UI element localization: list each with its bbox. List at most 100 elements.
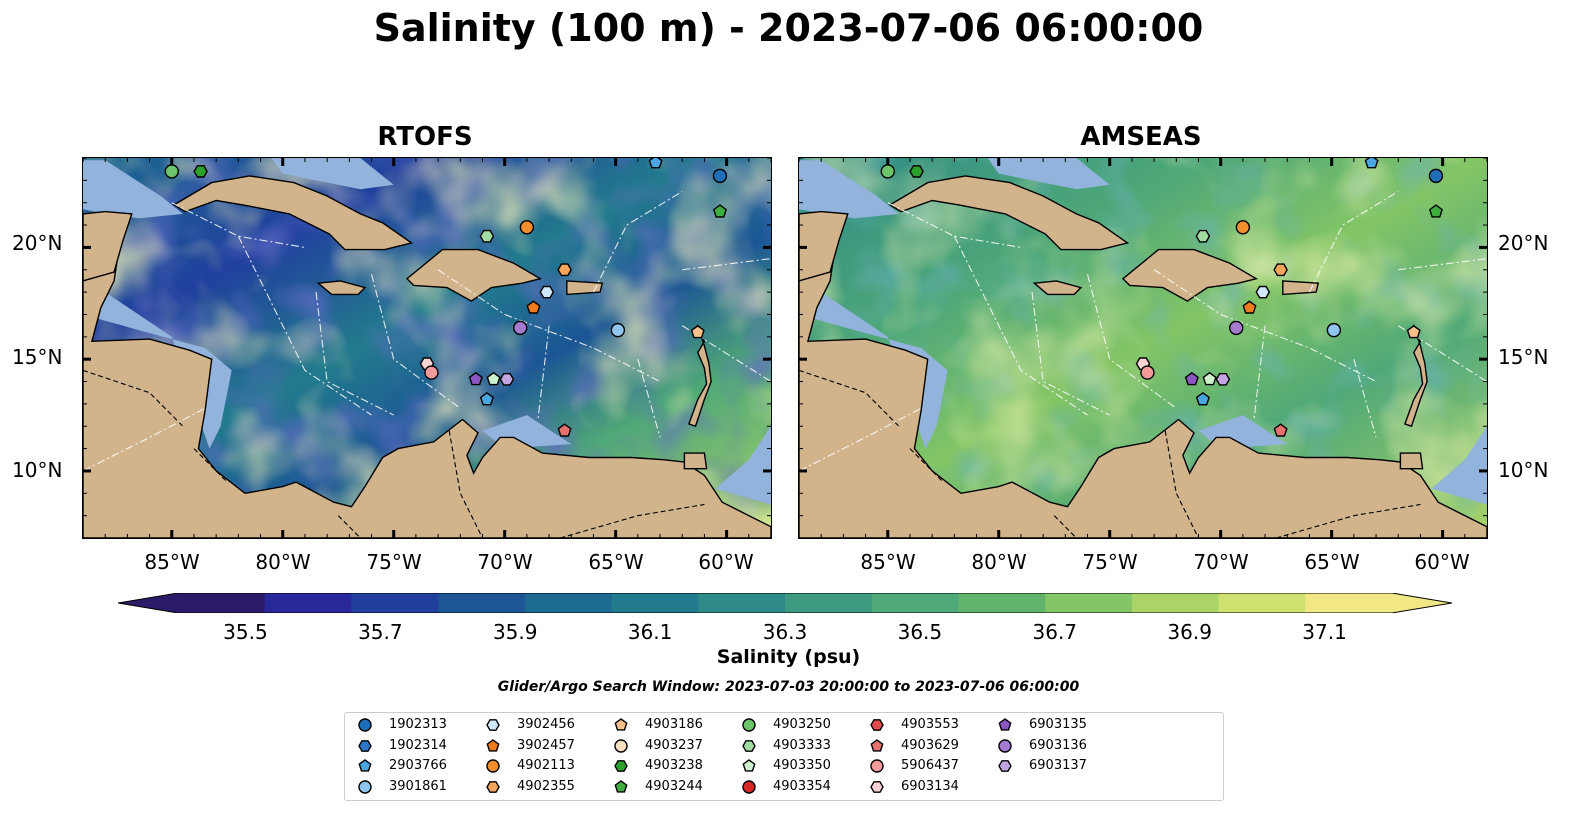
- land-islandsE: [1403, 324, 1428, 428]
- legend-marker-icon: [358, 779, 372, 794]
- station-marker: [909, 165, 924, 178]
- lon-label-60w-left: 60°W: [698, 550, 754, 574]
- legend-marker-icon: [486, 759, 500, 773]
- station-marker: [424, 365, 439, 380]
- legend-marker-icon: [742, 718, 756, 732]
- search-window-text: Glider/Argo Search Window: 2023-07-03 20…: [497, 679, 1080, 695]
- station-marker: [690, 325, 705, 339]
- legend-label: 4903186: [645, 717, 703, 732]
- land: [83, 175, 771, 538]
- legend-label: 4903629: [901, 737, 959, 753]
- legend-item: 5906437: [867, 757, 959, 775]
- station-marker: [1184, 371, 1199, 386]
- land-jamaica: [1032, 280, 1083, 296]
- colorbar-extend-low: [118, 593, 178, 613]
- lat-label-10n-left: 10°N: [12, 458, 63, 482]
- station-marker: [539, 285, 555, 299]
- legend-label: 4902113: [517, 758, 575, 773]
- station-marker: [1255, 285, 1271, 299]
- colorbar-tick-label: 36.3: [762, 620, 808, 644]
- lon-label-75w-left: 75°W: [366, 550, 422, 574]
- legend-item: 6903134: [867, 778, 959, 796]
- colorbar-segment: [785, 593, 873, 613]
- land-cuba: [888, 175, 1130, 251]
- colorbar-segment: [1305, 593, 1393, 613]
- legend-label: 4903350: [773, 758, 831, 773]
- station-marker: [610, 322, 626, 338]
- colorbar-segment: [438, 593, 526, 613]
- legend-marker-icon: [614, 738, 628, 753]
- station-marker: [880, 164, 895, 179]
- legend-marker-icon: [870, 780, 884, 793]
- station-marker: [164, 164, 179, 179]
- legend-item: 6903136: [995, 737, 1087, 755]
- land-hispaniola: [405, 248, 543, 302]
- land-yucatan: [799, 210, 849, 282]
- lat-label-15n-left: 15°N: [12, 345, 63, 369]
- float-markers: [164, 158, 728, 437]
- land-jamaica: [316, 280, 367, 296]
- station-marker: [1364, 158, 1379, 169]
- legend-label: 3901861: [389, 778, 447, 794]
- station-marker: [557, 263, 572, 277]
- legend-label: 1902313: [389, 717, 447, 732]
- land-trinidad: [683, 452, 708, 470]
- colorbar-segment: [178, 593, 266, 613]
- legend-marker-icon: [486, 780, 500, 793]
- colorbar-tick-label: 35.5: [223, 620, 268, 644]
- panel-title-amseas: AMSEAS: [1080, 122, 1202, 152]
- station-marker: [1273, 423, 1288, 437]
- axis-ticks: [83, 158, 771, 538]
- colorbar-segment: [1045, 593, 1133, 613]
- legend-label: 6903134: [901, 778, 959, 794]
- station-marker: [519, 220, 535, 235]
- station-marker: [513, 320, 528, 336]
- lon-label-85w-right: 85°W: [860, 550, 916, 574]
- colorbar-label: Salinity (psu): [716, 646, 861, 668]
- legend-item: 4903237: [611, 737, 703, 755]
- legend-item: 4903354: [739, 778, 831, 796]
- legend-marker-icon: [486, 738, 500, 752]
- legend-marker-icon: [358, 718, 372, 732]
- station-marker: [1202, 371, 1217, 386]
- station-marker: [1195, 392, 1210, 406]
- lon-label-70w-left: 70°W: [477, 550, 533, 574]
- legend-label: 4903354: [773, 778, 831, 794]
- legend-item: 6903137: [995, 757, 1087, 775]
- lat-label-10n-right: 10°N: [1498, 458, 1549, 482]
- legend-item: 4902355: [483, 778, 575, 796]
- legend-label: 4903553: [901, 717, 959, 732]
- legend-item: 3902457: [483, 737, 575, 755]
- lon-label-85w-left: 85°W: [144, 550, 200, 574]
- legend-label: 4903238: [645, 758, 703, 773]
- legend-item: 1902313: [355, 716, 447, 734]
- land: [799, 175, 1487, 538]
- salinity-field: [83, 158, 771, 538]
- colorbar-tick-label: 35.9: [492, 620, 538, 644]
- legend-item: 4903629: [867, 737, 959, 755]
- panel-title-rtofs: RTOFS: [377, 122, 473, 152]
- land-hispaniola: [1121, 248, 1259, 302]
- legend-item: 4902113: [483, 757, 575, 775]
- legend-label: 2903766: [389, 758, 447, 773]
- colorbar-tick-label: 36.1: [627, 620, 673, 644]
- legend-marker-icon: [870, 719, 884, 731]
- lon-label-65w-right: 65°W: [1304, 550, 1360, 574]
- country-borders: [799, 369, 1421, 538]
- legend-label: 3902456: [517, 717, 575, 732]
- station-marker: [557, 423, 572, 437]
- land-puertorico: [566, 280, 604, 296]
- station-marker: [526, 300, 541, 314]
- lon-label-80w-right: 80°W: [971, 550, 1027, 574]
- lon-label-65w-left: 65°W: [588, 550, 644, 574]
- colorbar-segment: [1131, 593, 1220, 613]
- lon-label-70w-right: 70°W: [1193, 550, 1249, 574]
- station-marker: [712, 168, 728, 184]
- legend-label: 6903136: [1029, 737, 1087, 753]
- colorbar-tick-label: 37.1: [1302, 620, 1347, 644]
- station-marker: [712, 204, 727, 218]
- station-marker: [479, 392, 494, 406]
- station-marker: [499, 373, 515, 386]
- figure-title: Salinity (100 m) - 2023-07-06 06:00:00: [373, 6, 1204, 50]
- float-legend: 1902313 1902314 2903766 3901861 3902456 39024…: [344, 712, 1224, 801]
